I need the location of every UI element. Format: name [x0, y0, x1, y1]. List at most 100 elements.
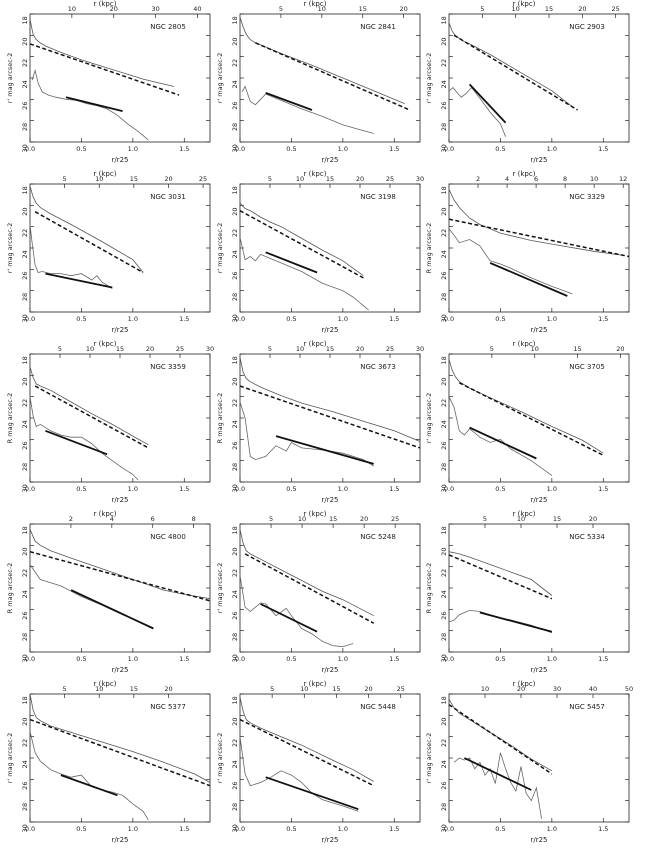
x2-tick-label: 25	[386, 345, 394, 353]
panel-ngc-3031: 0.0 0.5 1.0 1.5 5 10 15 20 25 18 20 22 24 26 28 30 r (kp…	[6, 170, 211, 334]
x-tick-label: 1.5	[598, 655, 608, 663]
series-disk-fit	[29, 718, 211, 787]
x2-tick-label: 5	[58, 345, 62, 353]
panel-ngc-3705: 0.0 0.5 1.0 1.5 5 10 15 20 18 20 22 24 26 28 30 r (kpc)…	[425, 340, 630, 504]
y-tick-label: 20	[440, 378, 448, 386]
y-tick-label: 18	[21, 186, 29, 194]
series-outer	[448, 228, 573, 295]
y-tick-label: 26	[231, 102, 239, 110]
x-tick-label: 0.5	[286, 315, 296, 323]
y-tick-label: 18	[231, 16, 239, 24]
y-tick-label: 30	[231, 144, 239, 152]
x2-tick-label: 15	[130, 175, 138, 183]
x2-tick-label: 4	[110, 515, 114, 523]
x-axis-label: r/r25	[321, 666, 338, 674]
y-axis-label: r' mag arcsec-2	[6, 223, 14, 274]
panel-title: NGC 4800	[150, 533, 186, 541]
x-axis-label: r/r25	[321, 326, 338, 334]
series-outer-fit	[45, 429, 108, 456]
y-tick-label: 26	[231, 612, 239, 620]
y-tick-label: 30	[21, 144, 29, 152]
series-outer-fit	[468, 83, 507, 124]
series-outer-fit	[265, 92, 313, 111]
x-tick-label: 1.5	[389, 315, 399, 323]
y-tick-label: 24	[231, 250, 239, 258]
panel-ngc-2841: 0.0 0.5 1.0 1.5 5 10 15 20 18 20 22 24 26 28 30 r (kpc)…	[216, 0, 421, 164]
y-tick-label: 22	[231, 399, 239, 407]
x2-tick-label: 20	[589, 515, 597, 523]
x2-tick-label: 5	[63, 685, 67, 693]
series-outer-fit	[265, 776, 359, 811]
panel-title: NGC 5448	[360, 703, 396, 711]
y-tick-label: 22	[440, 399, 448, 407]
series-outer-fit	[45, 272, 113, 289]
y-tick-label: 22	[21, 569, 29, 577]
plot-frame	[448, 353, 630, 483]
panel-title: NGC 3673	[360, 363, 396, 371]
x-tick-label: 0.0	[25, 315, 35, 323]
series-disk-fit	[239, 210, 364, 279]
x2-tick-label: 15	[545, 5, 553, 13]
x-tick-label: 0.5	[495, 145, 505, 153]
y-tick-label: 30	[21, 654, 29, 662]
x-tick-label: 1.0	[128, 825, 138, 833]
y-tick-label: 26	[231, 272, 239, 280]
y-tick-label: 30	[21, 824, 29, 832]
y-tick-label: 24	[231, 590, 239, 598]
x-tick-label: 0.5	[76, 145, 86, 153]
x2-tick-label: 20	[164, 685, 172, 693]
panel-ngc-5457: 0.0 0.5 1.0 1.5 10 20 30 40 50 18 20 22 24 26 28 30 r (k…	[425, 680, 633, 844]
x2-tick-label: 20	[356, 345, 364, 353]
y-tick-label: 18	[440, 16, 448, 24]
y-tick-label: 22	[21, 59, 29, 67]
x2-tick-label: 20	[356, 175, 364, 183]
x-tick-label: 1.5	[389, 485, 399, 493]
y-axis-label: R mag arcsec-2	[6, 563, 14, 614]
panel-ngc-2805: 0.0 0.5 1.0 1.5 10 20 30 40 18 20 22 24 26 28 30 r (kpc…	[6, 0, 211, 164]
x2-tick-label: 5	[269, 515, 273, 523]
y-tick-label: 22	[231, 229, 239, 237]
x-tick-label: 0.5	[76, 485, 86, 493]
x-tick-label: 0.5	[495, 825, 505, 833]
x-axis-label: r/r25	[530, 836, 547, 844]
series-outer-fit	[65, 96, 123, 112]
y-tick-label: 30	[440, 824, 448, 832]
plot-frame	[239, 13, 421, 143]
plot-frame	[29, 693, 211, 823]
series-outer	[29, 396, 139, 481]
x-tick-label: 1.0	[547, 485, 557, 493]
x-tick-label: 1.0	[338, 145, 348, 153]
x2-axis-label: r (kpc)	[513, 170, 536, 178]
y-tick-label: 18	[21, 526, 29, 534]
x-tick-label: 1.5	[179, 825, 189, 833]
y-tick-label: 30	[440, 484, 448, 492]
series-outer	[29, 224, 113, 289]
panel-ngc-3359: 0.0 0.5 1.0 1.5 5 10 15 20 25 30 18 20 22 24 26 28 30 r (…	[6, 340, 214, 504]
y-tick-label: 28	[21, 803, 29, 811]
panel-title: NGC 5248	[360, 533, 396, 541]
series-outer-fit	[275, 435, 374, 465]
y-tick-label: 22	[21, 229, 29, 237]
series-total	[29, 185, 144, 273]
x-tick-label: 0.5	[286, 655, 296, 663]
y-tick-label: 20	[21, 378, 29, 386]
x2-tick-label: 10	[95, 685, 103, 693]
series-total	[29, 19, 175, 87]
x-axis-label: r/r25	[530, 326, 547, 334]
y-tick-label: 26	[21, 102, 29, 110]
series-disk-fit	[34, 211, 144, 274]
x-tick-label: 1.5	[598, 825, 608, 833]
x2-tick-label: 8	[563, 175, 567, 183]
plot-frame	[29, 13, 211, 143]
x-axis-label: r/r25	[111, 156, 128, 164]
y-tick-label: 18	[440, 526, 448, 534]
x-tick-label: 1.0	[338, 485, 348, 493]
x2-tick-label: 15	[553, 515, 561, 523]
y-tick-label: 26	[231, 782, 239, 790]
x-tick-label: 1.0	[128, 485, 138, 493]
x2-tick-label: 10	[86, 345, 94, 353]
panel-ngc-5377: 0.0 0.5 1.0 1.5 5 10 15 20 18 20 22 24 26 28 30 r (kpc)…	[6, 680, 211, 844]
x2-tick-label: 20	[616, 345, 624, 353]
y-tick-label: 20	[440, 208, 448, 216]
y-tick-label: 20	[231, 548, 239, 556]
